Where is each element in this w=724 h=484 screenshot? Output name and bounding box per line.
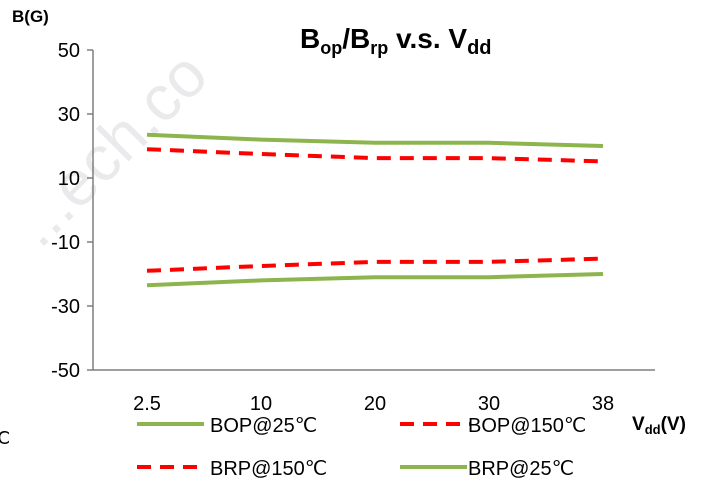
series-line-2 [146, 256, 604, 273]
legend-label-bop-25: BOP@25℃ [210, 415, 317, 437]
x-tick-label: 2.5 [133, 393, 161, 415]
title-part-b: B [300, 23, 320, 54]
legend-label-bop-150: BOP@150℃ [468, 415, 586, 437]
y-tick-label: -30 [51, 296, 80, 318]
y-axis-ticks [87, 49, 93, 371]
series-lines [146, 132, 604, 288]
chart-title: Bop/Brp v.s. Vdd [300, 23, 492, 59]
series-line-1 [146, 147, 604, 164]
series-line-3 [146, 272, 604, 288]
y-axis-label: B(G) [12, 7, 49, 26]
x-axis-tick-labels: 2.5 10 20 30 38 [133, 393, 614, 415]
x-axis-label: Vdd(V) [632, 414, 686, 437]
x-tick-label: 30 [478, 393, 500, 415]
x-axis-label-main: V [632, 414, 645, 435]
legend-label-brp-150: BRP@150℃ [210, 458, 327, 480]
watermark: ...ech.co [0, 38, 221, 260]
y-tick-label: 50 [58, 40, 80, 62]
x-tick-label: 38 [592, 393, 614, 415]
y-tick-label: -50 [51, 360, 80, 382]
legend-label-brp-25: BRP@25℃ [468, 458, 574, 480]
title-sub-dd: dd [467, 37, 491, 59]
x-tick-label: 20 [364, 393, 386, 415]
legend: BOP@25℃ BOP@150℃ BRP@150℃ BRP@25℃ [137, 415, 586, 480]
series-line-0 [146, 132, 604, 148]
y-tick-label: 10 [58, 168, 80, 190]
y-axis-tick-labels: 50 30 10 -10 -30 -50 [51, 40, 80, 382]
y-tick-label: -10 [51, 232, 80, 254]
title-sub-rp: rp [370, 38, 388, 58]
x-tick-label: 10 [250, 393, 272, 415]
title-part-rest: v.s. V [388, 23, 467, 54]
x-axis-label-sub: dd [645, 422, 661, 437]
x-axis-label-unit: (V) [661, 414, 686, 435]
title-sub-op: op [320, 38, 342, 58]
stray-glyph: ℃ [0, 428, 10, 448]
y-tick-label: 30 [58, 104, 80, 126]
title-part-slash: /B [342, 23, 370, 54]
